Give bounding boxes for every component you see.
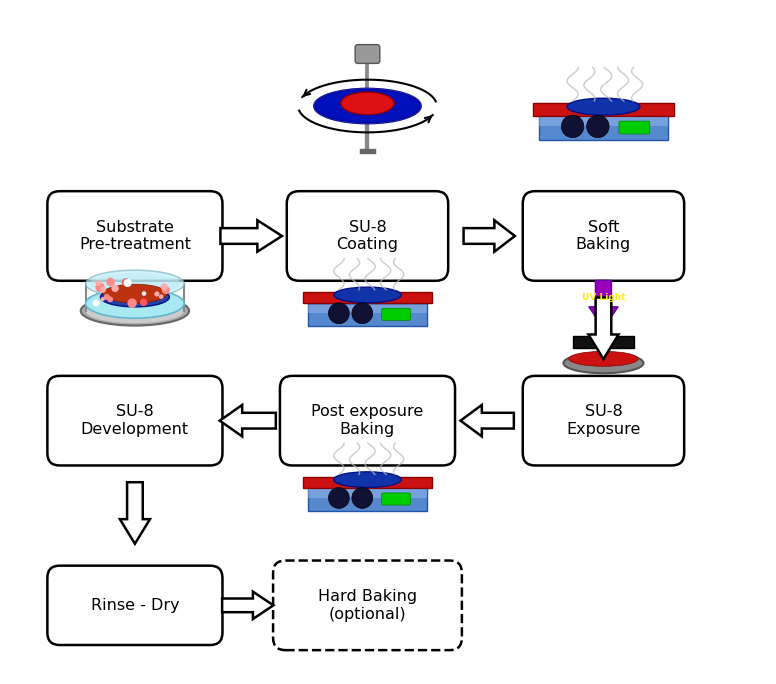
FancyBboxPatch shape <box>303 477 432 488</box>
FancyBboxPatch shape <box>287 192 449 280</box>
Ellipse shape <box>85 289 184 318</box>
Circle shape <box>142 291 147 295</box>
Circle shape <box>352 303 372 324</box>
Circle shape <box>127 298 137 308</box>
Circle shape <box>352 488 372 508</box>
Circle shape <box>111 285 119 292</box>
Circle shape <box>162 286 170 294</box>
Ellipse shape <box>81 296 189 326</box>
Text: Post exposure
Baking: Post exposure Baking <box>311 404 424 437</box>
Ellipse shape <box>85 270 184 298</box>
Polygon shape <box>222 592 273 619</box>
Ellipse shape <box>89 273 181 295</box>
FancyBboxPatch shape <box>382 493 411 505</box>
FancyBboxPatch shape <box>308 304 428 313</box>
FancyBboxPatch shape <box>573 337 634 348</box>
FancyBboxPatch shape <box>47 566 223 645</box>
Polygon shape <box>463 220 515 252</box>
FancyBboxPatch shape <box>523 192 684 280</box>
Text: SU-8
Exposure: SU-8 Exposure <box>566 404 641 437</box>
Ellipse shape <box>334 472 401 488</box>
Text: UV Light: UV Light <box>582 293 625 302</box>
FancyBboxPatch shape <box>308 298 428 326</box>
Circle shape <box>95 280 101 286</box>
Circle shape <box>122 278 130 287</box>
FancyBboxPatch shape <box>47 192 223 280</box>
Ellipse shape <box>103 285 167 303</box>
Circle shape <box>154 291 160 297</box>
Text: Rinse - Dry: Rinse - Dry <box>91 598 179 613</box>
Polygon shape <box>588 298 618 359</box>
Circle shape <box>107 296 113 302</box>
Circle shape <box>328 303 349 324</box>
FancyBboxPatch shape <box>523 376 684 465</box>
Circle shape <box>123 279 132 287</box>
FancyBboxPatch shape <box>619 121 650 134</box>
FancyBboxPatch shape <box>382 308 411 320</box>
FancyBboxPatch shape <box>539 109 668 140</box>
Ellipse shape <box>567 98 640 115</box>
Polygon shape <box>220 220 282 252</box>
FancyBboxPatch shape <box>47 376 223 465</box>
Circle shape <box>328 488 349 508</box>
Text: Soft
Baking: Soft Baking <box>576 220 631 252</box>
Ellipse shape <box>569 352 638 366</box>
FancyBboxPatch shape <box>303 292 432 303</box>
FancyBboxPatch shape <box>308 489 428 498</box>
Circle shape <box>587 115 609 137</box>
Ellipse shape <box>341 92 394 114</box>
Circle shape <box>101 297 105 301</box>
Circle shape <box>95 282 105 292</box>
FancyBboxPatch shape <box>539 117 668 127</box>
Ellipse shape <box>85 298 184 323</box>
FancyBboxPatch shape <box>280 376 455 465</box>
Ellipse shape <box>563 353 643 373</box>
Circle shape <box>106 278 115 286</box>
Ellipse shape <box>314 89 421 123</box>
Ellipse shape <box>334 287 401 303</box>
Polygon shape <box>589 280 618 328</box>
FancyBboxPatch shape <box>355 44 379 64</box>
FancyBboxPatch shape <box>533 103 674 116</box>
Polygon shape <box>460 405 514 436</box>
Circle shape <box>140 299 147 306</box>
Polygon shape <box>220 405 275 436</box>
Circle shape <box>561 115 584 137</box>
Circle shape <box>100 287 106 293</box>
Text: SU-8
Development: SU-8 Development <box>81 404 189 437</box>
Circle shape <box>161 283 168 291</box>
Text: Substrate
Pre-treatment: Substrate Pre-treatment <box>79 220 191 252</box>
FancyBboxPatch shape <box>273 561 462 650</box>
Circle shape <box>104 294 110 300</box>
Text: SU-8
Coating: SU-8 Coating <box>337 220 399 252</box>
Ellipse shape <box>100 287 169 307</box>
Text: Hard Baking
(optional): Hard Baking (optional) <box>318 589 417 622</box>
FancyBboxPatch shape <box>308 482 428 511</box>
Circle shape <box>159 294 164 299</box>
Polygon shape <box>120 482 150 544</box>
Circle shape <box>92 300 99 306</box>
